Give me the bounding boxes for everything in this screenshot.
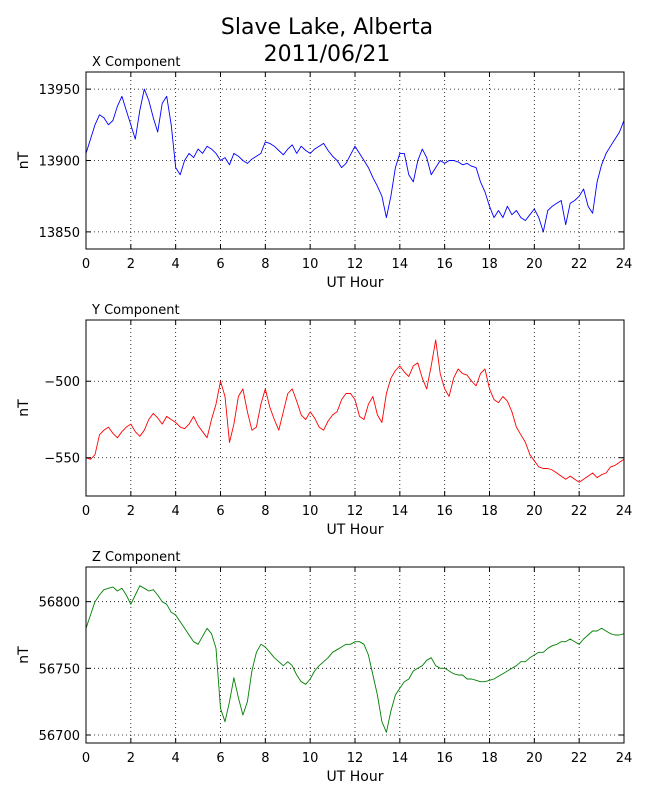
x-tick-label: 12 bbox=[347, 257, 364, 272]
x-tick-label: 16 bbox=[436, 751, 453, 766]
x-tick-label: 8 bbox=[261, 751, 269, 766]
x-tick-label: 6 bbox=[216, 751, 224, 766]
x-tick-label: 0 bbox=[82, 751, 90, 766]
x-tick-label: 20 bbox=[526, 257, 543, 272]
y-axis-label: nT bbox=[16, 646, 32, 664]
x-axis-label: UT Hour bbox=[327, 769, 384, 785]
x-tick-label: 16 bbox=[436, 257, 453, 272]
y-axis-label: nT bbox=[16, 151, 32, 169]
x-axis-label: UT Hour bbox=[327, 275, 384, 291]
x-tick-label: 10 bbox=[302, 751, 319, 766]
y-tick-label: −550 bbox=[44, 452, 80, 467]
x-tick-label: 2 bbox=[127, 751, 135, 766]
y-tick-label: −500 bbox=[44, 375, 80, 390]
x-tick-label: 18 bbox=[481, 504, 498, 519]
y-tick-label: 56800 bbox=[39, 596, 80, 611]
x-tick-label: 2 bbox=[127, 504, 135, 519]
y-tick-label: 13900 bbox=[39, 155, 80, 170]
x-tick-label: 22 bbox=[571, 504, 588, 519]
x-tick-label: 10 bbox=[302, 257, 319, 272]
data-series-line bbox=[85, 585, 625, 733]
y-tick-label: 56700 bbox=[39, 729, 80, 744]
panel-title: Z Component bbox=[92, 550, 181, 565]
y-tick-label: 13950 bbox=[39, 83, 80, 98]
x-tick-label: 6 bbox=[216, 257, 224, 272]
y-tick-label: 56750 bbox=[39, 662, 80, 677]
x-tick-label: 18 bbox=[481, 751, 498, 766]
x-tick-label: 18 bbox=[481, 257, 498, 272]
x-tick-label: 4 bbox=[172, 504, 180, 519]
x-tick-label: 10 bbox=[302, 504, 319, 519]
x-tick-label: 20 bbox=[526, 751, 543, 766]
x-tick-label: 20 bbox=[526, 504, 543, 519]
y-tick-label: 13850 bbox=[39, 226, 80, 241]
x-tick-label: 0 bbox=[82, 257, 90, 272]
x-tick-label: 6 bbox=[216, 504, 224, 519]
x-tick-label: 4 bbox=[172, 257, 180, 272]
x-axis-label: UT Hour bbox=[327, 522, 384, 538]
x-tick-label: 12 bbox=[347, 504, 364, 519]
x-tick-label: 0 bbox=[82, 504, 90, 519]
x-tick-label: 16 bbox=[436, 504, 453, 519]
x-tick-label: 14 bbox=[392, 751, 409, 766]
y-axis-label: nT bbox=[16, 399, 32, 417]
x-tick-label: 14 bbox=[392, 257, 409, 272]
x-tick-label: 24 bbox=[616, 751, 633, 766]
data-series-line bbox=[85, 339, 625, 483]
panel-title: X Component bbox=[92, 55, 181, 70]
figure-title-line1: Slave Lake, Alberta bbox=[221, 15, 433, 40]
x-tick-label: 4 bbox=[172, 751, 180, 766]
figure-title-line2: 2011/06/21 bbox=[264, 42, 391, 67]
x-tick-label: 2 bbox=[127, 257, 135, 272]
panel-title: Y Component bbox=[91, 303, 180, 318]
x-tick-label: 8 bbox=[261, 257, 269, 272]
x-tick-label: 12 bbox=[347, 751, 364, 766]
x-tick-label: 22 bbox=[571, 257, 588, 272]
data-series-line bbox=[85, 88, 625, 233]
x-tick-label: 24 bbox=[616, 257, 633, 272]
x-tick-label: 14 bbox=[392, 504, 409, 519]
x-tick-label: 8 bbox=[261, 504, 269, 519]
x-tick-label: 22 bbox=[571, 751, 588, 766]
x-tick-label: 24 bbox=[616, 504, 633, 519]
